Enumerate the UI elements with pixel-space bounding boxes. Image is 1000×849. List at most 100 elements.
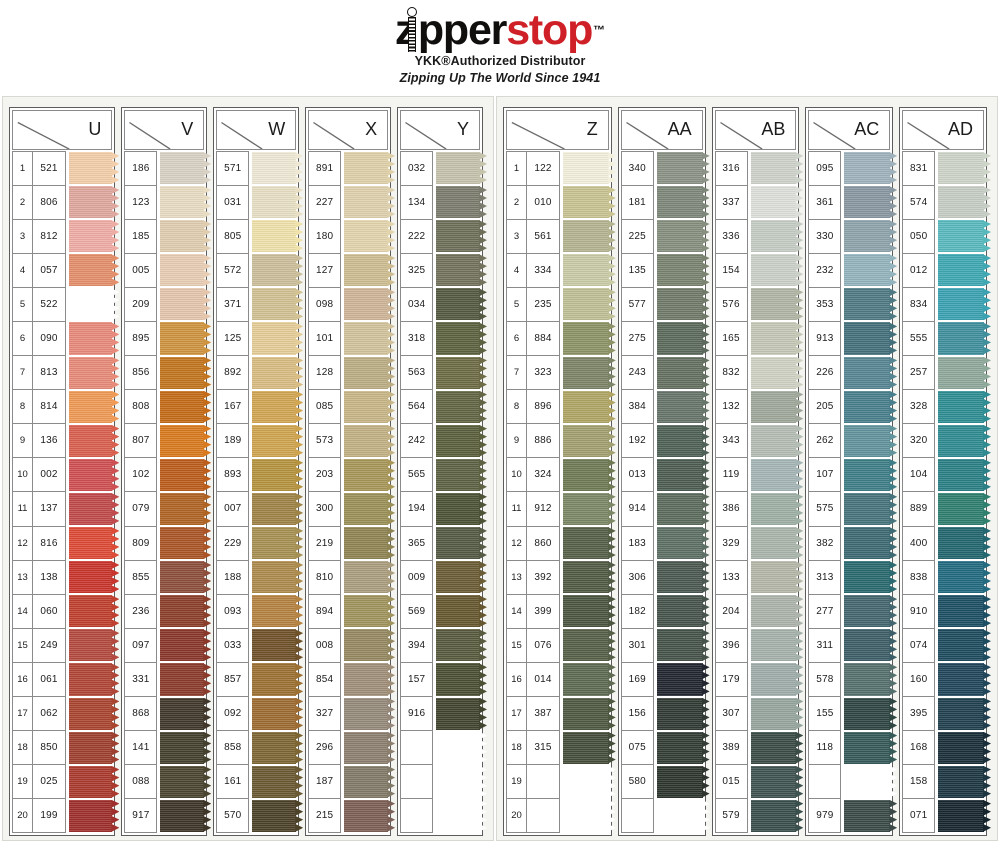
- swatch-cell[interactable]: [938, 492, 985, 526]
- table-row[interactable]: 132: [714, 390, 748, 425]
- swatch-cell[interactable]: [160, 321, 205, 355]
- table-row[interactable]: [620, 798, 654, 833]
- table-row[interactable]: 340: [620, 151, 654, 187]
- table-row[interactable]: 262: [808, 424, 842, 459]
- swatch-cell[interactable]: [656, 731, 703, 765]
- table-row[interactable]: 236: [124, 594, 158, 629]
- table-row[interactable]: 894: [308, 594, 342, 629]
- swatch-cell[interactable]: [938, 390, 985, 424]
- swatch-cell[interactable]: [436, 356, 480, 390]
- swatch-cell[interactable]: [750, 662, 797, 696]
- color-column-ad[interactable]: AD 831 574 050 012 834 555 257 328 320 104 889 400 83…: [899, 107, 988, 836]
- table-row[interactable]: 11 912: [506, 492, 560, 527]
- swatch-cell[interactable]: [252, 151, 297, 185]
- swatch-cell[interactable]: [69, 424, 113, 458]
- swatch-cell[interactable]: [750, 799, 797, 833]
- table-row[interactable]: 7 813: [12, 356, 66, 391]
- table-row[interactable]: 127: [308, 254, 342, 289]
- swatch-cell[interactable]: [436, 458, 480, 492]
- swatch-cell[interactable]: [938, 253, 985, 287]
- table-row[interactable]: 128: [308, 356, 342, 391]
- table-row[interactable]: 8 814: [12, 390, 66, 425]
- table-row[interactable]: 858: [216, 730, 250, 765]
- swatch-cell[interactable]: [436, 662, 480, 696]
- swatch-cell[interactable]: [656, 424, 703, 458]
- swatch-cell[interactable]: [750, 492, 797, 526]
- table-row[interactable]: 7 323: [506, 356, 560, 391]
- table-row[interactable]: 119: [714, 458, 748, 493]
- swatch-cell[interactable]: [436, 253, 480, 287]
- swatch-cell[interactable]: [436, 594, 480, 628]
- swatch-cell[interactable]: [344, 321, 389, 355]
- table-row[interactable]: 386: [714, 492, 748, 527]
- swatch-cell[interactable]: [844, 390, 891, 424]
- swatch-cell[interactable]: [252, 628, 297, 662]
- swatch-cell[interactable]: [750, 390, 797, 424]
- swatch-cell[interactable]: [252, 560, 297, 594]
- table-row[interactable]: 085: [308, 390, 342, 425]
- table-row[interactable]: 578: [808, 662, 842, 697]
- table-row[interactable]: 10 324: [506, 458, 560, 493]
- swatch-cell[interactable]: [563, 765, 609, 799]
- swatch-cell[interactable]: [938, 697, 985, 731]
- table-row[interactable]: 306: [620, 560, 654, 595]
- swatch-cell[interactable]: [252, 662, 297, 696]
- swatch-cell[interactable]: [938, 526, 985, 560]
- table-row[interactable]: 868: [124, 696, 158, 731]
- table-row[interactable]: 807: [124, 424, 158, 459]
- swatch-cell[interactable]: [69, 390, 113, 424]
- swatch-cell[interactable]: [344, 287, 389, 321]
- table-row[interactable]: 327: [308, 696, 342, 731]
- swatch-cell[interactable]: [750, 526, 797, 560]
- swatch-cell[interactable]: [252, 594, 297, 628]
- table-row[interactable]: 10 002: [12, 458, 66, 493]
- table-row[interactable]: 134: [400, 186, 434, 221]
- table-row[interactable]: 12 816: [12, 526, 66, 561]
- table-row[interactable]: 336: [714, 220, 748, 255]
- swatch-cell[interactable]: [252, 321, 297, 355]
- swatch-cell[interactable]: [344, 219, 389, 253]
- table-row[interactable]: 19: [506, 764, 560, 799]
- table-row[interactable]: 4 334: [506, 254, 560, 289]
- swatch-cell[interactable]: [938, 424, 985, 458]
- swatch-cell[interactable]: [344, 594, 389, 628]
- table-row[interactable]: 20: [506, 798, 560, 833]
- swatch-cell[interactable]: [160, 492, 205, 526]
- color-column-u[interactable]: U 1 521 2 806 3 812 4 057 5 522 6 090 7 813 8 814 9 136 10 0…: [9, 107, 116, 836]
- table-row[interactable]: 160: [902, 662, 936, 697]
- swatch-cell[interactable]: [563, 185, 609, 219]
- swatch-cell[interactable]: [563, 287, 609, 321]
- swatch-cell[interactable]: [160, 424, 205, 458]
- table-row[interactable]: 313: [808, 560, 842, 595]
- table-row[interactable]: 13 392: [506, 560, 560, 595]
- swatch-cell[interactable]: [563, 526, 609, 560]
- table-row[interactable]: 389: [714, 730, 748, 765]
- swatch-cell[interactable]: [160, 594, 205, 628]
- swatch-cell[interactable]: [344, 185, 389, 219]
- swatch-cell[interactable]: [938, 628, 985, 662]
- swatch-cell[interactable]: [563, 151, 609, 185]
- table-row[interactable]: 570: [216, 798, 250, 833]
- swatch-cell[interactable]: [252, 253, 297, 287]
- table-row[interactable]: 365: [400, 526, 434, 561]
- table-row[interactable]: 181: [620, 186, 654, 221]
- swatch-cell[interactable]: [252, 526, 297, 560]
- swatch-cell[interactable]: [160, 390, 205, 424]
- table-row[interactable]: 892: [216, 356, 250, 391]
- swatch-cell[interactable]: [656, 287, 703, 321]
- swatch-cell[interactable]: [69, 526, 113, 560]
- swatch-cell[interactable]: [436, 424, 480, 458]
- table-row[interactable]: 838: [902, 560, 936, 595]
- table-row[interactable]: 916: [400, 696, 434, 731]
- table-row[interactable]: 185: [124, 220, 158, 255]
- swatch-cell[interactable]: [436, 697, 480, 731]
- swatch-cell[interactable]: [69, 560, 113, 594]
- table-row[interactable]: 805: [216, 220, 250, 255]
- swatch-cell[interactable]: [656, 390, 703, 424]
- swatch-cell[interactable]: [844, 253, 891, 287]
- table-row[interactable]: 8 896: [506, 390, 560, 425]
- swatch-cell[interactable]: [844, 219, 891, 253]
- swatch-cell[interactable]: [344, 662, 389, 696]
- table-row[interactable]: 012: [902, 254, 936, 289]
- table-row[interactable]: 893: [216, 458, 250, 493]
